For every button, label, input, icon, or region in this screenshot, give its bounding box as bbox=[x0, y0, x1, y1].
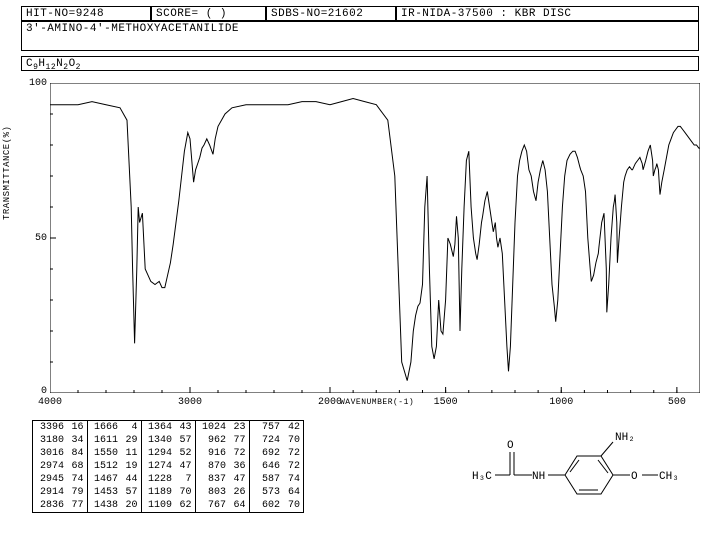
y-tick-100: 100 bbox=[17, 78, 47, 89]
peak-cell: 70 bbox=[175, 486, 195, 499]
structure-ch3-label: CH₃ bbox=[659, 471, 679, 483]
peak-cell: 1109 bbox=[141, 499, 175, 512]
peak-cell: 1438 bbox=[87, 499, 121, 512]
peak-cell: 1364 bbox=[141, 421, 175, 434]
sdbs-no-box: SDBS-NO=21602 bbox=[266, 6, 396, 21]
peak-cell: 74 bbox=[67, 473, 87, 486]
peak-cell: 1666 bbox=[87, 421, 121, 434]
peak-cell: 962 bbox=[195, 434, 229, 447]
peak-cell: 1467 bbox=[87, 473, 121, 486]
peak-cell: 26 bbox=[229, 486, 249, 499]
ir-method-box: IR-NIDA-37500 : KBR DISC bbox=[396, 6, 699, 21]
peak-cell: 767 bbox=[195, 499, 229, 512]
peak-cell: 68 bbox=[67, 460, 87, 473]
peak-table: 3396161666413644310242375742318034161129… bbox=[32, 420, 304, 513]
peak-cell: 29 bbox=[121, 434, 141, 447]
peak-cell: 77 bbox=[67, 499, 87, 512]
hit-no-box: HIT-NO=9248 bbox=[21, 6, 151, 21]
formula-box: C9H12N2O2 bbox=[21, 56, 699, 71]
y-tick-50: 50 bbox=[17, 233, 47, 244]
peak-cell: 70 bbox=[283, 499, 303, 512]
peak-cell: 23 bbox=[229, 421, 249, 434]
structure-nh2-label: NH₂ bbox=[615, 432, 635, 444]
peak-cell: 803 bbox=[195, 486, 229, 499]
peak-cell: 7 bbox=[175, 473, 195, 486]
peak-cell: 57 bbox=[121, 486, 141, 499]
peak-cell: 72 bbox=[283, 460, 303, 473]
peak-cell: 42 bbox=[283, 421, 303, 434]
spectrum-chart bbox=[50, 83, 700, 393]
peak-cell: 602 bbox=[249, 499, 283, 512]
peak-cell: 646 bbox=[249, 460, 283, 473]
peak-cell: 1340 bbox=[141, 434, 175, 447]
peak-cell: 2836 bbox=[33, 499, 67, 512]
peak-cell: 57 bbox=[175, 434, 195, 447]
peak-cell: 47 bbox=[229, 473, 249, 486]
y-tick-0: 0 bbox=[17, 386, 47, 397]
peak-cell: 757 bbox=[249, 421, 283, 434]
peak-cell: 20 bbox=[121, 499, 141, 512]
peak-cell: 1512 bbox=[87, 460, 121, 473]
peak-cell: 11 bbox=[121, 447, 141, 460]
peak-cell: 1274 bbox=[141, 460, 175, 473]
peak-cell: 1611 bbox=[87, 434, 121, 447]
peak-cell: 64 bbox=[283, 486, 303, 499]
peak-cell: 43 bbox=[175, 421, 195, 434]
compound-name-box: 3'-AMINO-4'-METHOXYACETANILIDE bbox=[21, 21, 699, 51]
peak-cell: 837 bbox=[195, 473, 229, 486]
structure-co-o-label: O bbox=[507, 440, 514, 452]
structure-nh-label: NH bbox=[532, 471, 545, 483]
peak-cell: 573 bbox=[249, 486, 283, 499]
peak-cell: 2974 bbox=[33, 460, 67, 473]
peak-cell: 79 bbox=[67, 486, 87, 499]
structure-h3c-label: H₃C bbox=[472, 471, 492, 483]
peak-cell: 44 bbox=[121, 473, 141, 486]
x-tick-500: 500 bbox=[657, 397, 697, 408]
peak-cell: 3180 bbox=[33, 434, 67, 447]
peak-cell: 587 bbox=[249, 473, 283, 486]
peak-cell: 19 bbox=[121, 460, 141, 473]
peak-cell: 52 bbox=[175, 447, 195, 460]
peak-cell: 870 bbox=[195, 460, 229, 473]
peak-cell: 1228 bbox=[141, 473, 175, 486]
x-tick-1500: 1500 bbox=[426, 397, 466, 408]
peak-cell: 72 bbox=[229, 447, 249, 460]
peak-cell: 64 bbox=[229, 499, 249, 512]
x-tick-1000: 1000 bbox=[541, 397, 581, 408]
score-box: SCORE= ( ) bbox=[151, 6, 266, 21]
peak-cell: 4 bbox=[121, 421, 141, 434]
peak-cell: 47 bbox=[175, 460, 195, 473]
peak-cell: 84 bbox=[67, 447, 87, 460]
structure-o-label: O bbox=[631, 471, 638, 483]
peak-cell: 2945 bbox=[33, 473, 67, 486]
peak-cell: 1189 bbox=[141, 486, 175, 499]
peak-cell: 3396 bbox=[33, 421, 67, 434]
peak-cell: 1453 bbox=[87, 486, 121, 499]
peak-cell: 70 bbox=[283, 434, 303, 447]
formula-text: C9H12N2O2 bbox=[26, 58, 81, 70]
peak-cell: 36 bbox=[229, 460, 249, 473]
y-axis-label: TRANSMITTANCE(%) bbox=[2, 126, 12, 220]
peak-cell: 2914 bbox=[33, 486, 67, 499]
peak-cell: 72 bbox=[283, 447, 303, 460]
peak-cell: 1550 bbox=[87, 447, 121, 460]
peak-cell: 62 bbox=[175, 499, 195, 512]
x-tick-3000: 3000 bbox=[170, 397, 210, 408]
peak-cell: 724 bbox=[249, 434, 283, 447]
peak-cell: 16 bbox=[67, 421, 87, 434]
peak-cell: 3016 bbox=[33, 447, 67, 460]
x-axis-label: WAVENUMBER(-1) bbox=[340, 398, 414, 407]
peak-cell: 1024 bbox=[195, 421, 229, 434]
root: HIT-NO=9248 SCORE= ( ) SDBS-NO=21602 IR-… bbox=[0, 0, 715, 553]
peak-cell: 692 bbox=[249, 447, 283, 460]
peak-cell: 916 bbox=[195, 447, 229, 460]
peak-cell: 34 bbox=[67, 434, 87, 447]
peak-cell: 77 bbox=[229, 434, 249, 447]
molecular-structure: H₃C O NH NH₂ O CH₃ bbox=[470, 420, 695, 510]
peak-cell: 1294 bbox=[141, 447, 175, 460]
x-tick-4000: 4000 bbox=[30, 397, 70, 408]
peak-cell: 74 bbox=[283, 473, 303, 486]
spectrum-svg bbox=[50, 83, 700, 393]
